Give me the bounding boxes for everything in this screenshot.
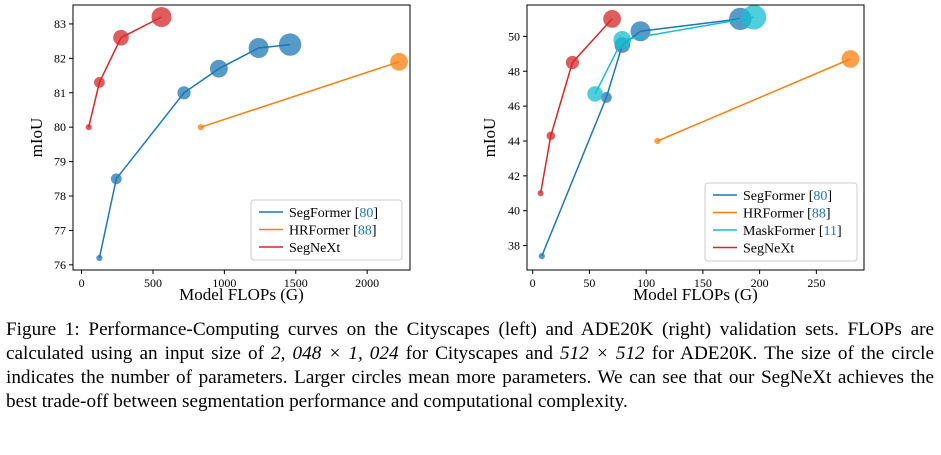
x-tick-label: 50	[583, 276, 595, 290]
data-point-maskformer	[587, 86, 603, 102]
data-point-segnext	[94, 77, 105, 88]
legend-label-segformer: SegFormer [80]	[743, 189, 832, 204]
data-point-segformer	[248, 38, 269, 58]
x-tick-label: 0	[530, 276, 536, 290]
y-tick-label: 80	[54, 120, 66, 134]
x-tick-label: 150	[694, 276, 712, 290]
data-point-segnext	[113, 29, 129, 46]
legend-label-segnext: SegNeXt	[289, 241, 340, 256]
data-point-segnext	[151, 7, 172, 27]
axes-frame	[72, 4, 411, 271]
series-line-hrformer	[657, 58, 851, 142]
y-tick-label: 81	[54, 86, 66, 100]
data-point-segformer	[538, 253, 545, 260]
x-tick-label: 200	[751, 276, 769, 290]
y-tick-label: 78	[54, 189, 66, 203]
data-point-hrformer	[390, 52, 408, 71]
series-line-segnext	[87, 16, 162, 128]
x-tick-label: 0	[79, 276, 85, 290]
data-point-segformer	[177, 86, 191, 100]
y-axis-label: mIoU	[27, 118, 46, 158]
x-tick-label: 100	[637, 276, 655, 290]
data-point-hrformer	[197, 124, 204, 131]
y-tick-label: 38	[508, 239, 520, 253]
y-tick-label: 83	[54, 17, 66, 31]
data-point-segnext	[537, 190, 544, 197]
caption-math-cityscapes-size: 2, 048 × 1, 024	[271, 343, 399, 364]
x-tick-label: 250	[807, 276, 825, 290]
y-tick-label: 42	[508, 169, 520, 183]
x-tick-label: 500	[144, 276, 162, 290]
y-tick-label: 82	[54, 51, 66, 65]
y-tick-label: 76	[54, 258, 66, 272]
data-point-segformer	[110, 173, 122, 185]
y-tick-label: 77	[54, 223, 66, 237]
x-tick-label: 1500	[284, 276, 308, 290]
x-axis-label: Model FLOPs (G)	[179, 285, 304, 304]
data-point-hrformer	[841, 50, 860, 68]
y-axis-label: mIoU	[480, 118, 499, 158]
x-tick-label: 2000	[355, 276, 379, 290]
legend-label-segformer: SegFormer [80]	[289, 206, 378, 221]
data-point-segformer	[601, 92, 612, 103]
data-point-segformer	[278, 33, 302, 56]
y-tick-label: 48	[508, 64, 520, 78]
data-point-segnext	[85, 124, 92, 131]
y-tick-label: 50	[508, 29, 520, 43]
caption-text-3: for ADE20K. The size of the circle indic…	[6, 343, 934, 412]
legend-label-hrformer: HRFormer [88]	[743, 207, 831, 222]
caption-text-2: for Cityscapes and	[398, 343, 561, 364]
data-point-segnext	[603, 10, 621, 28]
y-tick-label: 46	[508, 99, 520, 113]
data-point-segformer	[96, 254, 103, 262]
x-tick-label: 1000	[212, 276, 236, 290]
y-tick-label: 40	[508, 204, 520, 218]
legend-label-maskformer: MaskFormer [11]	[743, 224, 842, 239]
caption-text-1: Figure 1: Performance-Computing curves o…	[6, 319, 934, 364]
legend-box	[704, 182, 858, 262]
series-line-hrformer	[200, 61, 400, 128]
data-point-hrformer	[654, 137, 661, 145]
axes-frame	[526, 4, 865, 271]
x-axis-label: Model FLOPs (G)	[633, 285, 758, 304]
legend-label-segnext: SegNeXt	[743, 242, 794, 257]
data-point-segnext	[546, 131, 556, 141]
chart-ade20k: 0 50 100 150 200 250 38 40 42 44 46 48 50 Model FLOPs…	[480, 4, 865, 304]
caption-math-ade20k-size: 512 × 512	[560, 343, 645, 364]
y-tick-label: 79	[54, 155, 66, 169]
data-point-segformer	[210, 59, 228, 78]
figure-caption: Figure 1: Performance-Computing curves o…	[6, 318, 934, 414]
data-point-maskformer	[613, 31, 632, 49]
data-point-segnext	[565, 55, 580, 70]
chart-cityscapes: 0 500 1000 1500 2000 76 77 78 79 80 81 82 83 Model FL…	[27, 4, 411, 304]
data-point-maskformer	[741, 4, 767, 30]
series-line-segnext	[539, 18, 613, 194]
legend-label-hrformer: HRFormer [88]	[289, 224, 377, 239]
y-tick-label: 44	[508, 134, 520, 148]
legend-box	[250, 199, 403, 261]
